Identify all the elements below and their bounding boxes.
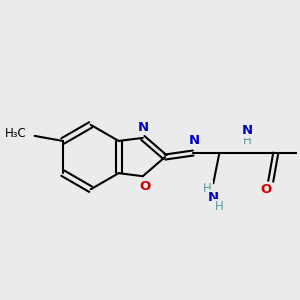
Text: H: H: [203, 182, 212, 195]
Text: N: N: [189, 134, 200, 147]
Text: O: O: [139, 180, 150, 193]
Text: H: H: [243, 134, 252, 147]
Text: N: N: [138, 121, 149, 134]
Text: N: N: [208, 191, 219, 204]
Text: N: N: [242, 124, 253, 137]
Text: H: H: [215, 200, 224, 213]
Text: H₃C: H₃C: [5, 128, 26, 140]
Text: O: O: [260, 183, 271, 196]
